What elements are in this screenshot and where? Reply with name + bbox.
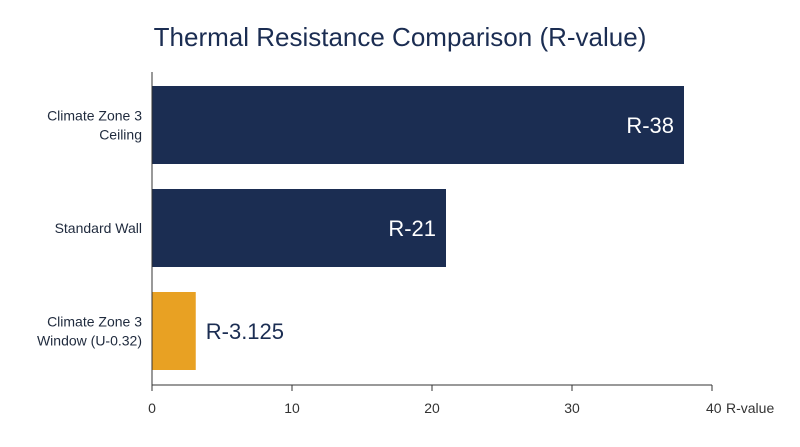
bar-2 <box>152 189 446 267</box>
x-tick-label-40: 40 <box>706 400 722 416</box>
bar-1 <box>152 86 684 164</box>
data-label-1: R-38 <box>626 113 674 138</box>
data-label-3: R-3.125 <box>206 319 284 344</box>
category-label-2: Standard Wall <box>55 220 142 236</box>
x-axis-label: R-value <box>726 400 774 416</box>
x-tick-label-10: 10 <box>284 400 300 416</box>
x-tick-label-20: 20 <box>424 400 440 416</box>
category-label-1: Climate Zone 3 Ceiling <box>47 108 142 143</box>
chart-title: Thermal Resistance Comparison (R-value) <box>153 22 647 52</box>
category-label-3: Climate Zone 3 Window (U-0.32) <box>37 314 142 349</box>
data-label-2: R-21 <box>388 216 436 241</box>
bar-3 <box>152 292 196 370</box>
x-tick-label-30: 30 <box>564 400 580 416</box>
x-tick-label-0: 0 <box>148 400 156 416</box>
